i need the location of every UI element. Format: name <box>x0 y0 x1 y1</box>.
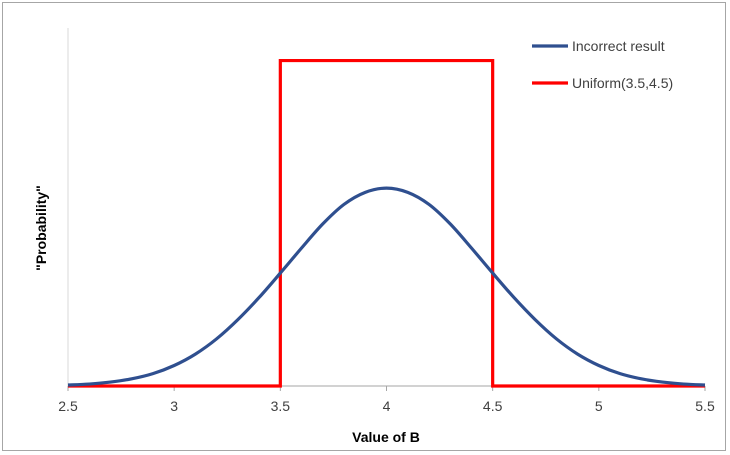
series-layer <box>67 58 706 388</box>
x-tick-label: 5.5 <box>695 398 715 414</box>
x-tick-label: 5 <box>595 398 603 414</box>
x-tick-label: 2.5 <box>58 398 78 414</box>
x-tick-label: 3.5 <box>271 398 291 414</box>
series-line-uniform <box>68 58 705 388</box>
x-tick-label: 4.5 <box>483 398 503 414</box>
x-tick-labels: 2.5 3 3.5 4 4.5 5 5.5 <box>58 398 715 414</box>
chart-frame <box>2 2 726 451</box>
x-tick-label: 3 <box>170 398 178 414</box>
legend: Incorrect result Uniform(3.5,4.5) <box>532 38 673 91</box>
legend-label: Incorrect result <box>572 38 665 54</box>
x-tick-label: 4 <box>383 398 391 414</box>
series-line-incorrect-result <box>67 186 706 387</box>
y-axis-title: "Probability" <box>33 185 49 271</box>
legend-label: Uniform(3.5,4.5) <box>572 75 673 91</box>
x-axis-title: Value of B <box>352 429 420 445</box>
